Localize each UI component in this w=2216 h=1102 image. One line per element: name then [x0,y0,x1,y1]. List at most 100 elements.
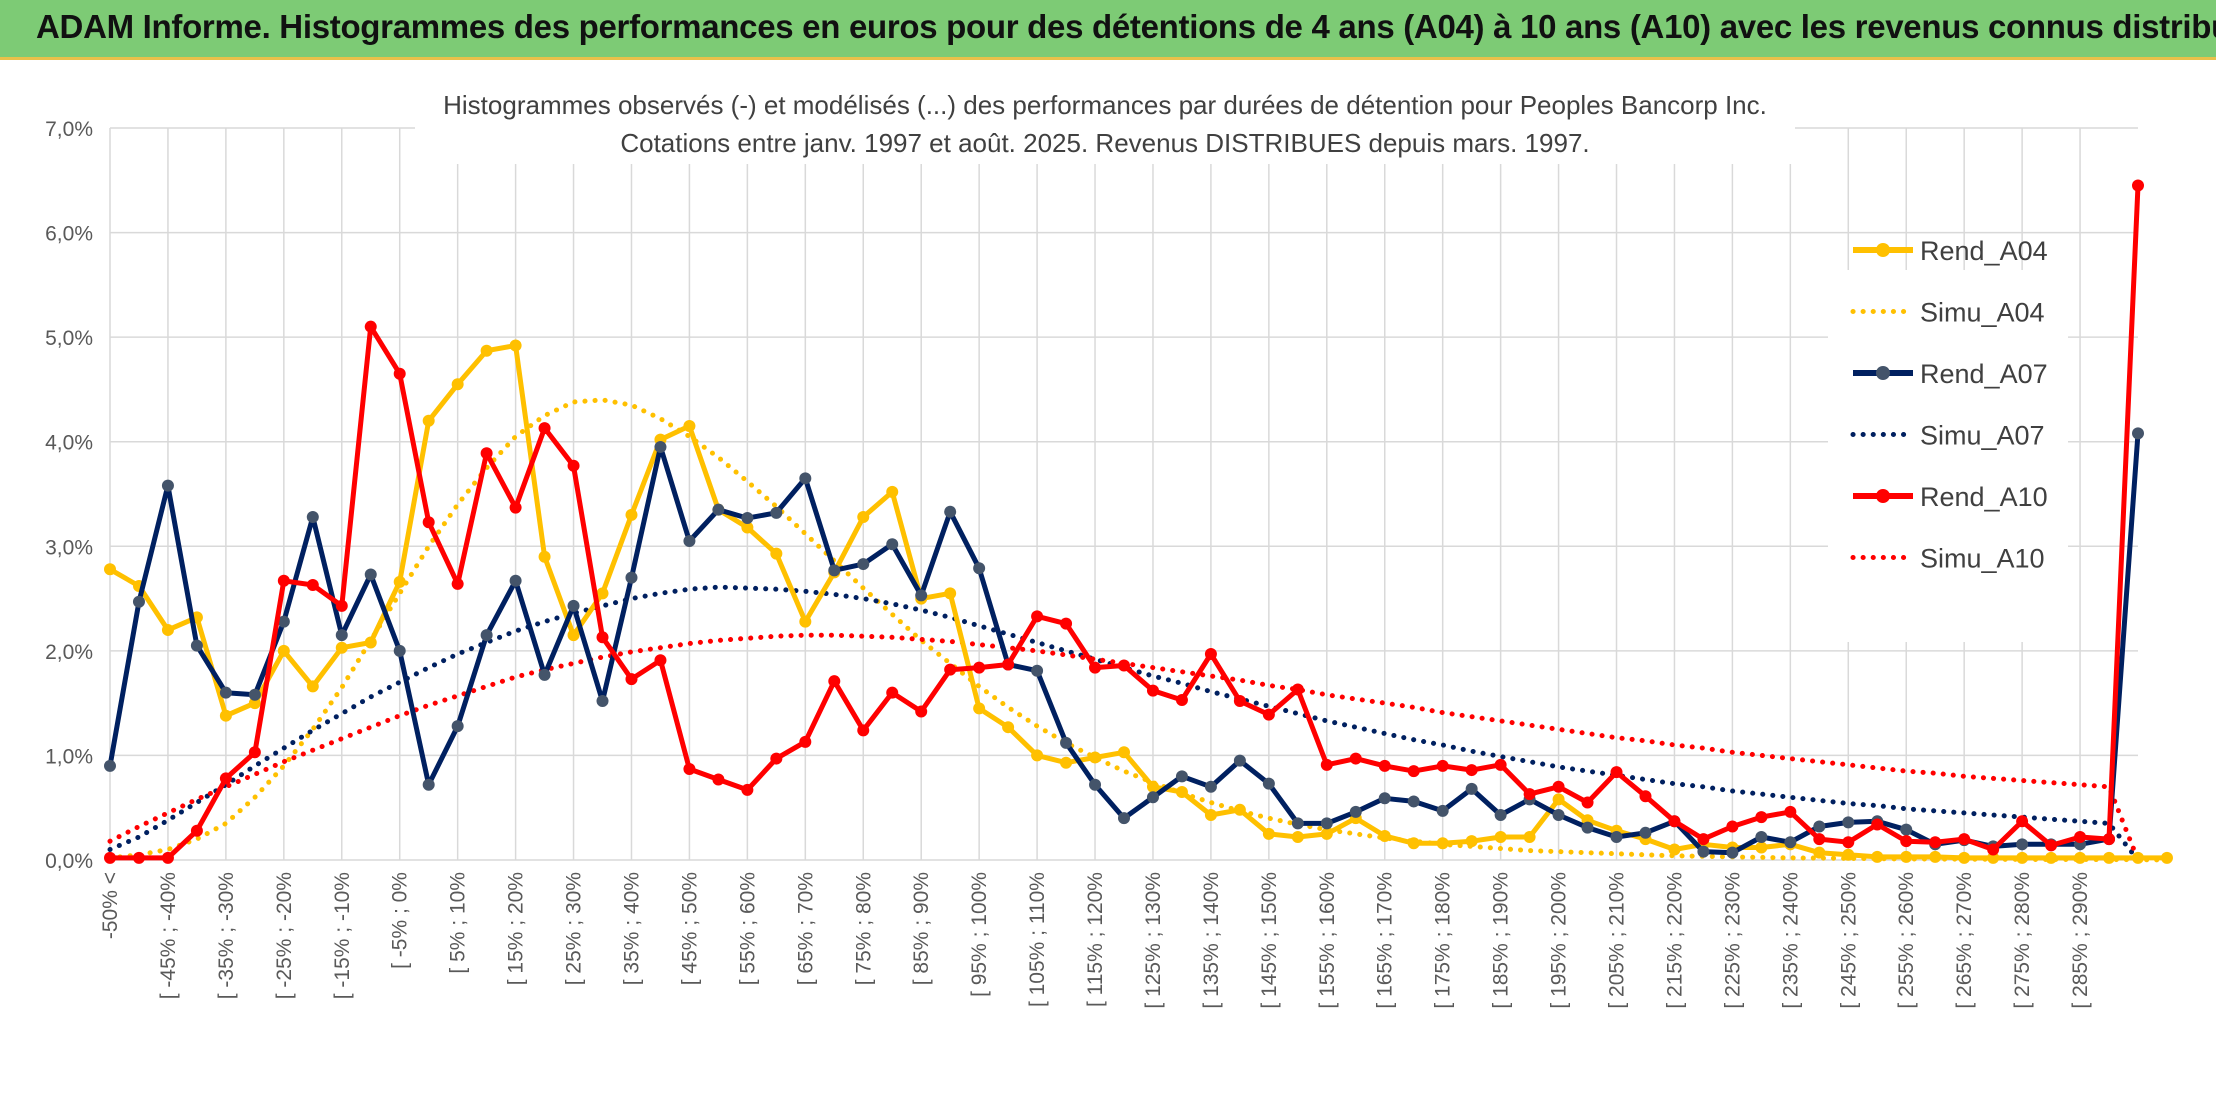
series-point-rend-a10 [1755,811,1768,824]
series-point-rend-a04 [161,623,174,636]
series-point-rend-a04 [248,697,261,710]
x-tick-label: [ 215% ; 220% [1663,872,1686,1009]
series-point-rend-a07 [1031,664,1044,677]
series-point-rend-a07 [1697,845,1710,858]
series-point-rend-a10 [683,763,696,776]
legend-background [1828,270,2068,642]
series-point-rend-a07 [654,440,667,453]
series-point-rend-a10 [1958,833,1971,846]
x-tick-label: [ 5% ; 10% [447,872,470,974]
series-point-rend-a04 [2132,851,2144,864]
series-point-rend-a10 [335,599,348,612]
y-axis-tick-labels: 0,0% 1,0% 2,0% 3,0% 4,0% 5,0% 6,0% 7,0% [45,118,93,873]
x-tick-label: [ 45% ; 50% [678,872,701,985]
x-tick-label: [ 265% ; 270% [1953,872,1976,1009]
series-point-rend-a07 [799,472,812,485]
series-point-rend-a04 [886,485,899,498]
series-point-rend-a04 [1668,843,1681,856]
series-point-rend-a04 [104,563,116,576]
series-point-rend-a07 [1639,826,1652,839]
series-point-rend-a10 [248,746,261,759]
legend-marker-rend-a10 [1876,489,1890,503]
series-point-rend-a07 [1465,782,1478,795]
y-tick-label: 0,0% [45,850,93,873]
x-tick-label: [ 225% ; 230% [1721,872,1744,1009]
series-point-rend-a04 [1958,851,1971,864]
x-tick-label: [ 95% ; 100% [968,872,991,997]
y-tick-label: 5,0% [45,327,93,350]
series-point-rend-a04 [973,702,986,715]
series-point-rend-a07 [480,629,493,642]
series-point-rend-a10 [1291,683,1304,696]
series-point-rend-a07 [104,759,116,772]
series-point-rend-a04 [219,709,232,722]
x-tick-label: [ 275% ; 280% [2011,872,2034,1009]
x-tick-label: -50% < [99,872,122,939]
series-point-rend-a10 [799,735,812,748]
series-point-rend-a04 [1204,809,1217,822]
series-point-rend-a07 [1378,792,1391,805]
series-point-rend-a07 [1552,809,1565,822]
series-point-rend-a04 [1060,756,1073,769]
series-point-rend-a07 [915,589,928,602]
series-point-rend-a04 [1378,829,1391,842]
series-point-rend-a10 [770,752,783,765]
x-tick-label: [ 65% ; 70% [794,872,817,985]
series-point-rend-a10 [2132,179,2144,192]
series-point-rend-a10 [1784,805,1797,818]
x-axis-tick-labels: -50% < [ -45% ; -40% [ -35% ; -30% [ -25% ;… [99,872,2092,1009]
series-point-rend-a07 [1291,817,1304,830]
y-tick-label: 7,0% [45,118,93,141]
series-point-rend-a04 [1523,830,1536,843]
x-tick-label: [ 85% ; 90% [910,872,933,985]
series-point-rend-a10 [1871,818,1884,831]
legend-label-rend-a04: Rend_A04 [1920,236,2048,266]
series-point-rend-a07 [335,629,348,642]
series-point-rend-a10 [1900,835,1913,848]
series-point-rend-a10 [2103,833,2116,846]
series-point-rend-a07 [1262,777,1275,790]
series-point-rend-a07 [973,562,986,575]
x-tick-label: [ -45% ; -40% [157,872,180,999]
series-point-rend-a10 [1089,661,1102,674]
series-point-rend-a07 [1784,836,1797,849]
series-point-rend-a10 [538,422,551,435]
y-tick-label: 6,0% [45,223,93,246]
x-tick-label: [ -5% ; 0% [389,872,412,969]
series-point-rend-a04 [625,508,638,521]
x-tick-label: [ 185% ; 190% [1490,872,1513,1009]
series-point-rend-a10 [567,459,580,472]
series-point-rend-a07 [509,574,522,587]
x-tick-label: [ 25% ; 30% [563,872,586,985]
series-point-rend-a10 [1002,658,1015,671]
series-point-rend-a07 [596,695,609,708]
series-point-rend-a10 [1929,836,1942,849]
series-point-rend-a10 [625,673,638,686]
legend-marker-rend-a04 [1876,243,1890,257]
x-tick-label: [ -25% ; -20% [273,872,296,999]
series-point-rend-a07 [161,479,174,492]
series-point-rend-a04 [306,680,319,693]
series-point-rend-a07 [770,506,783,519]
series-point-rend-a10 [1610,766,1623,779]
series-point-rend-a07 [451,720,464,733]
series-point-rend-a04 [596,587,609,600]
series-point-rend-a04 [1233,803,1246,816]
x-tick-label: [ 285% ; 290% [2069,872,2092,1009]
series-point-rend-a04 [2045,851,2058,864]
x-tick-label: [ -35% ; -30% [215,872,238,999]
series-point-rend-a04 [1871,850,1884,863]
x-tick-label: [ 155% ; 160% [1316,872,1339,1009]
series-point-rend-a10 [1552,780,1565,793]
series-point-rend-a07 [1118,812,1130,825]
series-point-rend-a04 [1494,830,1507,843]
series-line-simu-a04 [107,397,2170,863]
series-point-rend-a07 [306,511,319,524]
series-point-rend-a10 [857,724,870,737]
series-point-rend-a10 [2045,839,2058,852]
series-point-rend-a07 [277,615,290,628]
x-tick-label: [ 245% ; 250% [1837,872,1860,1009]
series-point-rend-a07 [1581,821,1594,834]
x-tick-label: [ 15% ; 20% [505,872,528,985]
series-point-rend-a07 [2132,427,2144,440]
